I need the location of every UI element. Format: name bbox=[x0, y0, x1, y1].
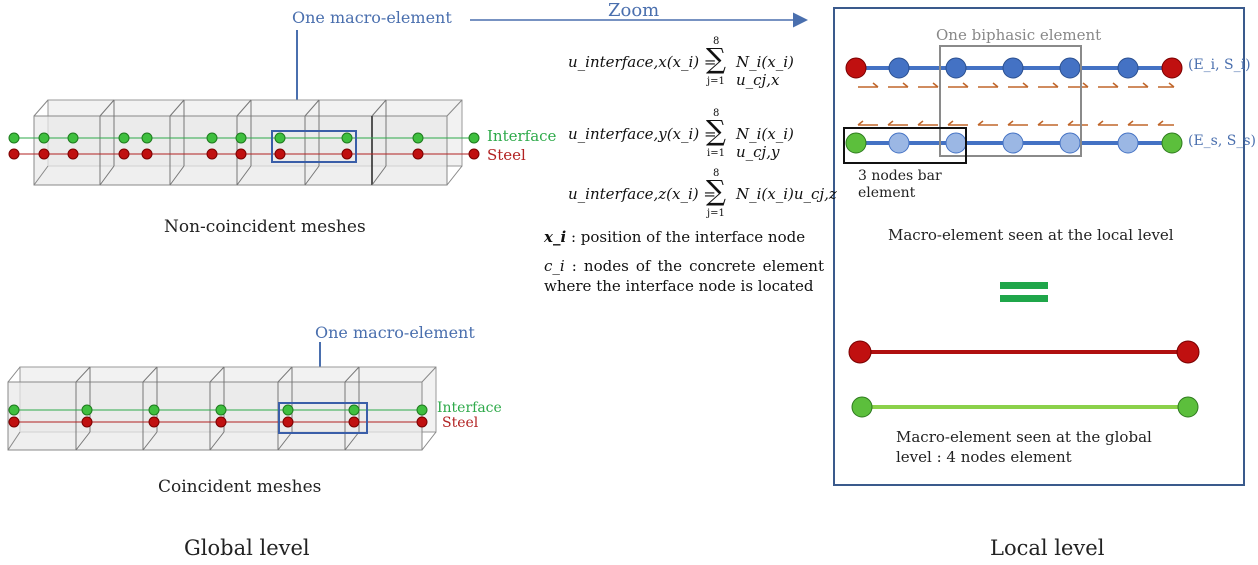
zoom-label: Zoom bbox=[608, 0, 660, 21]
equation-y-sum: ∑ bbox=[706, 114, 726, 147]
equation-y: u_interface,y(x_i) = 8 ∑ i=1 N_i(x_i) u_… bbox=[568, 108, 828, 161]
equation-x-rhs: N_i(x_i) u_cj,x bbox=[736, 53, 794, 89]
coincident-mesh bbox=[7, 366, 437, 451]
interface-properties-label: (E_i, S_i) bbox=[1188, 57, 1251, 73]
equation-x-lhs: u_interface,x(x_i) = bbox=[568, 53, 717, 71]
equation-z: u_interface,z(x_i) = 8 ∑ j=1 N_i(x_i)u_c… bbox=[568, 168, 837, 220]
interface-label-bottom: Interface bbox=[437, 400, 502, 416]
biphasic-element-label: One biphasic element bbox=[936, 26, 1102, 44]
macro-global-caption: Macro-element seen at the global level :… bbox=[896, 428, 1152, 466]
interface-label-top: Interface bbox=[487, 127, 557, 145]
equation-y-lhs: u_interface,y(x_i) = bbox=[568, 125, 717, 143]
equation-x-upper: 8 bbox=[713, 36, 720, 47]
definition-ci-symbol: c_i bbox=[544, 257, 565, 275]
equation-y-upper: 8 bbox=[713, 108, 720, 119]
global-level-label: Global level bbox=[184, 536, 310, 560]
macro-local-caption: Macro-element seen at the local level bbox=[888, 226, 1174, 244]
equation-z-rhs: N_i(x_i)u_cj,z bbox=[736, 185, 837, 203]
equation-z-upper: 8 bbox=[713, 168, 720, 179]
definition-ci-text: : nodes of the concrete element where th… bbox=[544, 257, 824, 295]
definition-ci: c_i : nodes of the concrete element wher… bbox=[544, 256, 824, 296]
steel-label-top: Steel bbox=[487, 146, 526, 164]
local-level-label: Local level bbox=[990, 536, 1105, 560]
bar-element-label: 3 nodes bar element bbox=[858, 168, 942, 201]
local-biphasic-diagram bbox=[843, 45, 1200, 418]
macro-element-label-bottom: One macro-element bbox=[315, 323, 475, 342]
equation-z-lower: j=1 bbox=[707, 208, 725, 219]
equation-x-sum: ∑ bbox=[706, 42, 726, 75]
steel-properties-label: (E_s, S_s) bbox=[1188, 133, 1257, 149]
non-coincident-mesh bbox=[8, 99, 480, 186]
equation-z-lhs: u_interface,z(x_i) = bbox=[568, 185, 716, 203]
equation-x-lower: j=1 bbox=[707, 76, 725, 87]
coincident-caption: Coincident meshes bbox=[158, 477, 322, 497]
equation-z-sum: ∑ bbox=[706, 174, 726, 207]
local-level-panel bbox=[833, 7, 1245, 486]
definition-xi: x_i : position of the interface node bbox=[544, 227, 824, 247]
steel-label-bottom: Steel bbox=[442, 415, 479, 431]
definition-xi-text: : position of the interface node bbox=[570, 228, 806, 246]
definition-xi-symbol: x_i bbox=[544, 228, 567, 246]
macro-element-label-top: One macro-element bbox=[292, 8, 452, 27]
non-coincident-caption: Non-coincident meshes bbox=[164, 217, 366, 237]
equation-x: u_interface,x(x_i) = 8 ∑ j=1 N_i(x_i) u_… bbox=[568, 36, 828, 89]
equation-y-rhs: N_i(x_i) u_cj,y bbox=[736, 125, 794, 161]
equation-y-lower: i=1 bbox=[707, 148, 725, 159]
